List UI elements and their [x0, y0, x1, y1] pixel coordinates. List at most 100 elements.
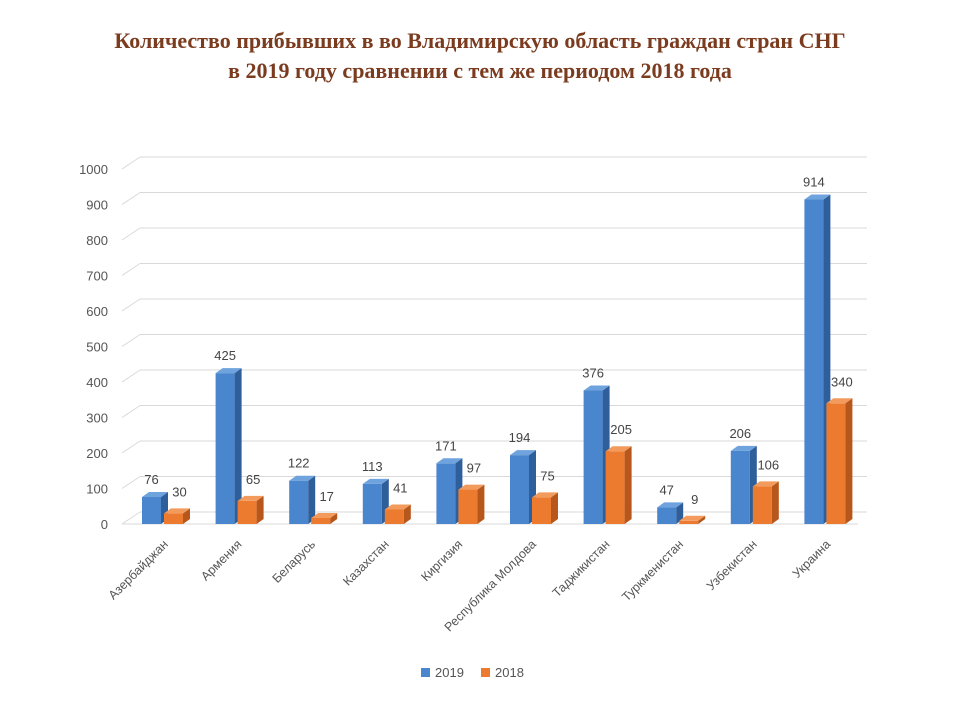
- bar-front: [458, 489, 478, 524]
- bar-top: [752, 481, 779, 487]
- data-label: 122: [288, 456, 310, 471]
- bar-2018: [532, 492, 558, 524]
- y-tick-label: 400: [86, 375, 108, 390]
- gridline-side: [121, 511, 141, 525]
- x-category-label: Украина: [790, 537, 834, 581]
- data-label: 76: [144, 472, 158, 487]
- bar-2019: [657, 502, 684, 524]
- chart-title-line-2: в 2019 году сравнении с тем же периодом …: [228, 58, 732, 83]
- bar-front: [657, 507, 677, 524]
- bar-top: [215, 368, 242, 374]
- data-label: 41: [393, 480, 407, 495]
- bar-2018: [237, 495, 264, 524]
- data-label: 30: [172, 484, 186, 499]
- data-label: 914: [803, 175, 825, 190]
- bar-2018: [826, 398, 853, 524]
- y-tick-label: 900: [86, 198, 108, 213]
- bar-2018: [384, 504, 411, 524]
- y-tick-label: 800: [86, 233, 108, 248]
- bar-top: [384, 504, 411, 510]
- x-category-label: Азербайджан: [106, 537, 171, 602]
- bar-side: [624, 446, 632, 524]
- data-label: 9: [691, 492, 698, 507]
- bar-top: [289, 475, 316, 481]
- bar-side: [845, 398, 853, 524]
- bar-2019: [142, 492, 168, 524]
- chart-title: Количество прибывших в во Владимирскую о…: [0, 26, 960, 86]
- bar-top: [237, 495, 264, 501]
- gridline-side: [121, 369, 141, 383]
- legend-label-2018: 2018: [495, 665, 524, 680]
- data-label: 194: [509, 430, 531, 445]
- bar-top: [804, 194, 831, 200]
- x-category-label: Киргизия: [418, 537, 465, 584]
- y-tick-label: 100: [86, 482, 108, 497]
- bar-top: [657, 502, 684, 508]
- y-tick-label: 300: [86, 411, 108, 426]
- bar-front: [215, 373, 235, 524]
- bar-front: [605, 451, 625, 524]
- bar-2018: [164, 508, 190, 524]
- data-label: 171: [435, 438, 457, 453]
- data-label: 17: [319, 489, 333, 504]
- data-label: 75: [540, 468, 554, 483]
- data-labels: 76 30 425 65 122 17 113 41 171 97 194 75 376 205 47 9 20…: [144, 175, 852, 507]
- bar-front: [289, 480, 309, 524]
- bar-2019: [289, 475, 316, 524]
- bar-front: [362, 483, 382, 524]
- gridline-side: [121, 263, 141, 276]
- legend-swatch-2018: [481, 668, 490, 677]
- bar-2018: [752, 481, 779, 524]
- bar-top: [532, 492, 558, 498]
- bar-front: [237, 500, 257, 524]
- bar-front: [164, 513, 183, 524]
- bar-side: [771, 481, 779, 524]
- y-tick-label: 0: [101, 517, 108, 532]
- y-tick-label: 600: [86, 304, 108, 319]
- data-label: 425: [214, 348, 236, 363]
- bar-front: [752, 486, 772, 524]
- bar-side: [234, 368, 242, 524]
- bar-side: [256, 495, 264, 524]
- data-label: 206: [729, 426, 751, 441]
- bars: [142, 194, 853, 524]
- bar-side: [698, 515, 706, 524]
- x-category-label: Беларусь: [270, 537, 319, 586]
- bar-side: [330, 512, 338, 524]
- x-category-label: Таджикистан: [550, 537, 613, 600]
- bar-top: [730, 445, 757, 451]
- bar-front: [532, 497, 551, 524]
- gridline-side: [121, 298, 141, 312]
- bar-front: [730, 450, 750, 524]
- bar-top: [142, 492, 168, 498]
- legend-swatch-2019: [421, 668, 430, 677]
- chart-title-line-1: Количество прибывших в во Владимирскую о…: [114, 28, 846, 53]
- y-tick-label: 1000: [79, 162, 108, 177]
- bar-2018: [605, 446, 632, 524]
- gridline-side: [121, 334, 141, 347]
- bar-side: [551, 492, 558, 524]
- bar-top: [826, 398, 853, 404]
- gridline-side: [121, 405, 141, 418]
- bar-top: [679, 515, 706, 521]
- bar-front: [510, 455, 529, 524]
- data-label: 113: [362, 459, 383, 474]
- data-label: 65: [246, 472, 260, 487]
- gridline-side: [121, 440, 141, 454]
- x-category-label: Узбекистан: [704, 537, 760, 593]
- gridline-side: [121, 227, 141, 241]
- data-label: 97: [467, 461, 481, 476]
- bar-2018: [311, 512, 338, 524]
- bar-front: [142, 497, 161, 524]
- x-category-label: Казахстан: [340, 537, 391, 588]
- bar-side: [308, 475, 316, 524]
- bar-2019: [215, 368, 242, 524]
- gridline-side: [121, 476, 141, 489]
- bar-top: [164, 508, 190, 514]
- bar-front: [311, 517, 331, 524]
- gridline-side: [121, 156, 141, 170]
- bar-2019: [362, 478, 389, 524]
- y-tick-label: 700: [86, 269, 108, 284]
- bar-front: [804, 199, 824, 524]
